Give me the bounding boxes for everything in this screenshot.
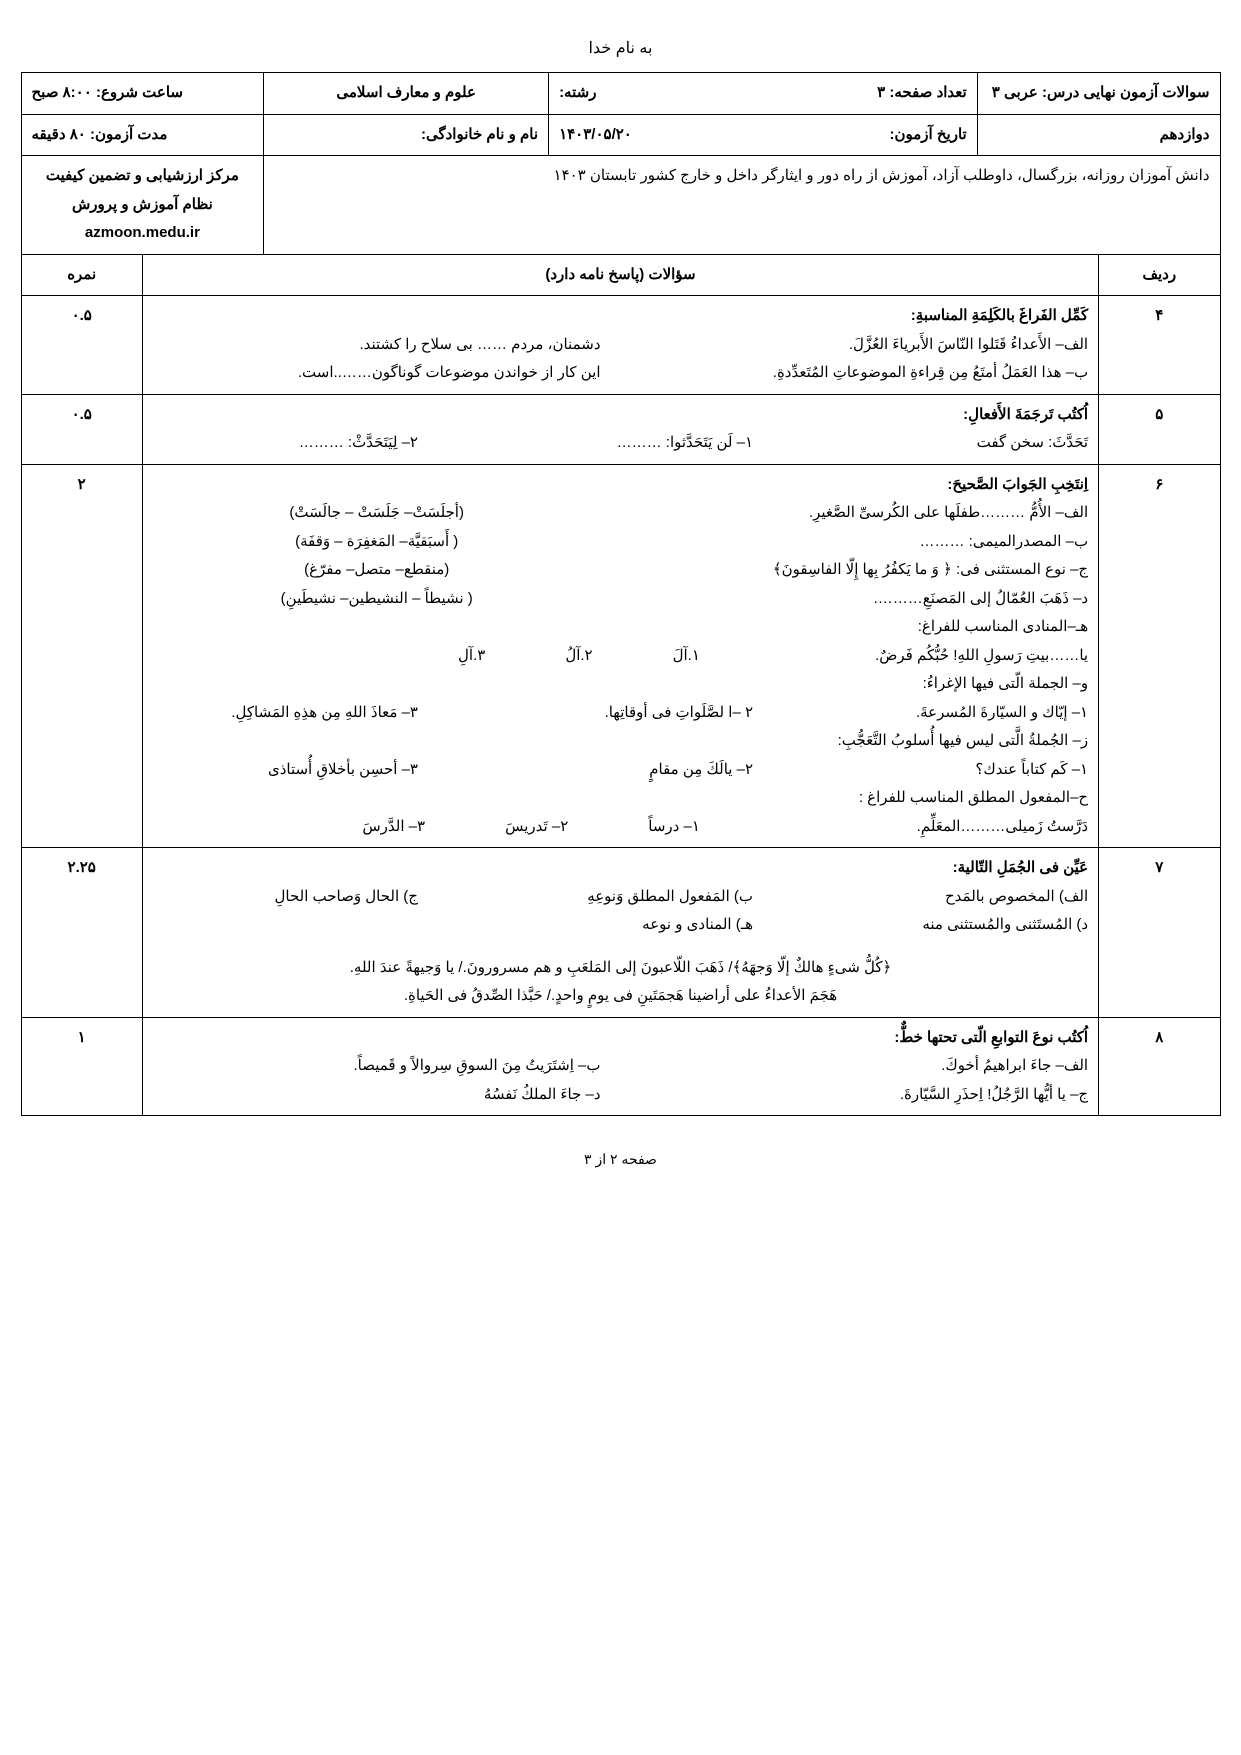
- q5-o2: ۲– لِیَتَحَدَّثْ: ………: [153, 429, 418, 458]
- q6-score: ۲: [21, 464, 142, 848]
- q7-c: ج) الحال وَصاحب الحالِ: [153, 883, 418, 912]
- q6-title: اِنتَخِبِ الجَوابَ الصَّحیحَ:: [153, 471, 1088, 500]
- q6-h-o1: ۱– درساً: [648, 813, 700, 842]
- q6-h-sent: دَرَّستُ زَمیلی………المعَلِّمِ.: [760, 813, 1088, 842]
- grade-value: دوازدهم: [977, 114, 1220, 156]
- q6-f: و– الجملة الّتی فیها الإغراءُ:: [153, 670, 1088, 699]
- q8-a: الف– جاءَ ابراهیمُ أخوكَ.: [641, 1052, 1089, 1081]
- q6-f-o1: ۱– إیّاك و السیّارةَ المُسرعةَ.: [823, 699, 1088, 728]
- q6-g-o3: ۳– أحسِن بأخلاقِ أُستاذی: [153, 756, 418, 785]
- q7-d: د) المُستَثنی والمُستثنی منه: [823, 911, 1088, 940]
- question-4: ۴ کَمِّل الفَراغَ بالکَلِمَةِ المناسبةِ:…: [21, 296, 1220, 395]
- dur-label: مدت آزمون:: [90, 126, 167, 143]
- date-label: تاریخ آزمون:: [889, 121, 966, 150]
- col-q: سؤالات (پاسخ نامه دارد): [142, 254, 1098, 296]
- q6-h-o2: ۲– تَدریسَ: [505, 813, 568, 842]
- name-label: نام و نام خانوادگی:: [264, 114, 549, 156]
- q7-score: ۲.۲۵: [21, 848, 142, 1018]
- q6-e-sent: یا……بیتِ رَسولِ اللهِ! حُبُّکُم فَرضٌ.: [760, 642, 1088, 671]
- question-6: ۶ اِنتَخِبِ الجَوابَ الصَّحیحَ: الف– الأ…: [21, 464, 1220, 848]
- q4-score: ۰.۵: [21, 296, 142, 395]
- q7-s1: ﴿کُلُّ شیءٍ هالكٌ إلّا وَجهَهُ﴾/ ذَهَبَ …: [153, 954, 1088, 983]
- q5-o1: ۱– لَن یَتَحَدَّثوا: ………: [488, 429, 753, 458]
- dur-value: ۸۰ دقیقه: [32, 126, 86, 143]
- q8-score: ۱: [21, 1017, 142, 1116]
- q4-num: ۴: [1099, 296, 1220, 395]
- q7-title: عَیِّن فی الجُمَلِ التّالیة:: [153, 854, 1088, 883]
- q8-title: اُکتُب نوعَ التوابعِ الّتی تحتها خطٌّ:: [153, 1024, 1088, 1053]
- q6-a-r: الف– الأُمُّ ………طفلَها علی الکُرسیِّ الص…: [641, 499, 1089, 528]
- q8-c: ج– یا أیُّها الرَّجُلُ! اِحذَرِ السَّیّا…: [641, 1081, 1089, 1110]
- q6-e-o2: ۲.آلُ: [565, 642, 592, 671]
- field-label: رشته:: [559, 84, 596, 101]
- q7-e: هـ) المنادی و نوعه: [488, 911, 753, 940]
- q6-a-l: (أجلَسَتْ– جَلَسَتْ – جالَسَتْ): [153, 499, 601, 528]
- q6-b-r: ب– المصدرالمیمی: ………: [641, 528, 1089, 557]
- page-footer: صفحه ۲ از ۳: [21, 1116, 1221, 1173]
- q7-num: ۷: [1099, 848, 1220, 1018]
- col-score: نمره: [21, 254, 142, 296]
- q4-b-right: ب– هذا العَمَلُ أمتَعُ مِن قِراءةِ الموض…: [641, 359, 1089, 388]
- q5-num: ۵: [1099, 394, 1220, 464]
- q6-h-o3: ۳– الدَّرسَ: [362, 813, 425, 842]
- q5-ex: تَحَدَّثَ: سخن گفت: [823, 429, 1088, 458]
- q6-e: هـ–المنادی المناسب للفراغ:: [153, 613, 1088, 642]
- q8-d: د– جاءَ الملكُ نَفسُهُ: [153, 1081, 601, 1110]
- q7-s2: هَجَمَ الأعداءُ علی أراضینا هَجمَتَینِ ف…: [153, 982, 1088, 1011]
- question-7: ۷ عَیِّن فی الجُمَلِ التّالیة: الف) المخ…: [21, 848, 1220, 1018]
- q6-b-l: ( أَسبَقیَّة– المَغفِرَة – وَقفَة): [153, 528, 601, 557]
- q6-e-o3: ۳.آلِ: [458, 642, 485, 671]
- q6-g-o1: ۱– کَم کتاباً عندك؟: [823, 756, 1088, 785]
- q6-e-o1: ۱.آلَ: [673, 642, 700, 671]
- org-line-1: مرکز ارزشیابی و تضمین کیفیت نظام آموزش و…: [32, 162, 254, 219]
- col-row: ردیف: [1099, 254, 1220, 296]
- bismillah: به نام خدا: [21, 30, 1221, 72]
- q4-b-left: این کار از خواندن موضوعات گوناگون……..است…: [153, 359, 601, 388]
- pages-value: ۳: [877, 84, 885, 101]
- q5-score: ۰.۵: [21, 394, 142, 464]
- exam-table: سوالات آزمون نهایی درس: عربی ۳ تعداد صفح…: [21, 72, 1221, 1116]
- q6-h: ح–المفعول المطلق المناسب للفراغ :: [153, 784, 1088, 813]
- q8-num: ۸: [1099, 1017, 1220, 1116]
- question-8: ۸ اُکتُب نوعَ التوابعِ الّتی تحتها خطٌّ:…: [21, 1017, 1220, 1116]
- question-5: ۵ اُکتُب تَرجَمَةَ الأَفعالِ: تَحَدَّثَ:…: [21, 394, 1220, 464]
- q6-g: ز– الجُملةُ الَّتی لیس فیها أُسلوبُ التَ…: [153, 727, 1088, 756]
- q6-d-r: د– ذَهَبَ العُمّالُ إلی المَصنَعِ……….: [641, 585, 1089, 614]
- q7-a: الف) المخصوص بالمَدح: [823, 883, 1088, 912]
- course-value: عربی ۳: [992, 84, 1038, 101]
- q4-a-left: دشمنان، مردم …… بی سلاح را کشتند.: [153, 331, 601, 360]
- q6-num: ۶: [1099, 464, 1220, 848]
- q8-b: ب– اِشتَرَیتُ مِنَ السوقِ سِروالاً و قَم…: [153, 1052, 601, 1081]
- q6-c-l: (منقطع– متصل– مفرّغ): [153, 556, 601, 585]
- q4-title: کَمِّل الفَراغَ بالکَلِمَةِ المناسبةِ:: [153, 302, 1088, 331]
- column-head-row: ردیف سؤالات (پاسخ نامه دارد) نمره: [21, 254, 1220, 296]
- field-value: علوم و معارف اسلامی: [264, 73, 549, 115]
- q6-g-o2: ۲– یالَكَ مِن مقامٍ: [488, 756, 753, 785]
- q7-b: ب) المَفعول المطلق وَنوعِهِ: [488, 883, 753, 912]
- audience-text: دانش آموزان روزانه، بزرگسال، داوطلب آزاد…: [264, 156, 1220, 255]
- course-label: سوالات آزمون نهایی درس:: [1042, 84, 1209, 101]
- header-row-3: دانش آموزان روزانه، بزرگسال، داوطلب آزاد…: [21, 156, 1220, 255]
- start-label: ساعت شروع:: [96, 84, 183, 101]
- q6-c-r: ج– نوع المستثنی فی: ﴿ وَ ما یَکفُرُ بِها…: [641, 556, 1089, 585]
- q6-d-l: ( نشیطاً – النشیطین– نشیطَینِ): [153, 585, 601, 614]
- start-value: ۸:۰۰ صبح: [32, 84, 92, 101]
- header-row-2: دوازدهم تاریخ آزمون: ۱۴۰۳/۰۵/۲۰ نام و نا…: [21, 114, 1220, 156]
- org-line-2: azmoon.medu.ir: [32, 219, 254, 248]
- q4-a-right: الف– الأَعداءُ قَتَلوا النّاسَ الأَبریاء…: [641, 331, 1089, 360]
- header-row-1: سوالات آزمون نهایی درس: عربی ۳ تعداد صفح…: [21, 73, 1220, 115]
- date-value: ۱۴۰۳/۰۵/۲۰: [559, 121, 632, 150]
- q6-f-o2: ۲ –ا لصَّلَواتِ فی أوقاتِها.: [488, 699, 753, 728]
- page: به نام خدا سوالات آزمون نهایی درس: عربی …: [1, 20, 1241, 1213]
- q5-title: اُکتُب تَرجَمَةَ الأَفعالِ:: [153, 401, 1088, 430]
- pages-label: تعداد صفحه:: [889, 84, 966, 101]
- q6-f-o3: ۳– مَعاذَ اللهِ مِن هذِهِ المَشاکِلِ.: [153, 699, 418, 728]
